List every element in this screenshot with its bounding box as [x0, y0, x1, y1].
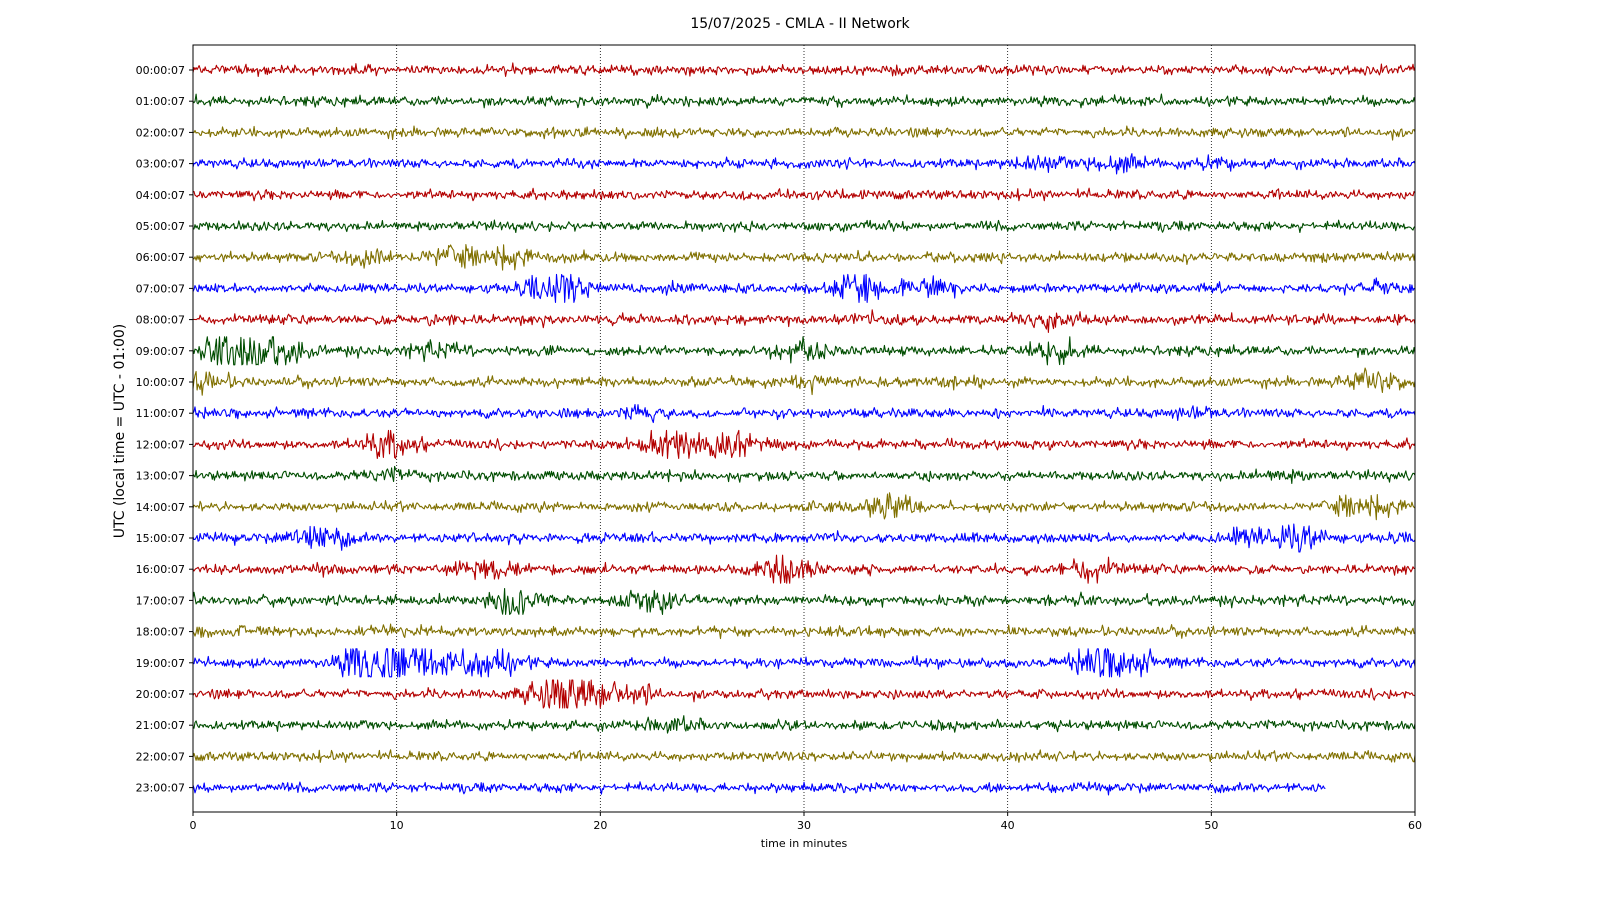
y-tick-label: 20:00:07: [136, 688, 185, 701]
trace-06-00-07: [192, 244, 1416, 271]
trace-20-00-07: [192, 679, 1416, 709]
y-tick-label: 22:00:07: [136, 750, 185, 763]
trace-04-00-07: [192, 187, 1416, 202]
y-tick-label: 01:00:07: [136, 95, 185, 108]
y-axis: 00:00:07 01:00:07 02:00:07 03:00:07 04:00:07…: [136, 64, 193, 795]
y-tick-label: 18:00:07: [136, 626, 185, 639]
x-tick-label: 60: [1408, 819, 1422, 832]
y-tick-label: 23:00:07: [136, 782, 185, 795]
y-tick-label: 09:00:07: [136, 345, 185, 358]
x-tick-label: 0: [190, 819, 197, 832]
trace-layer: [192, 62, 1416, 796]
trace-21-00-07: [192, 715, 1416, 734]
trace-19-00-07: [192, 648, 1416, 678]
chart-title: 15/07/2025 - CMLA - II Network: [690, 16, 910, 32]
trace-11-00-07: [192, 403, 1416, 424]
y-tick-label: 02:00:07: [136, 126, 185, 139]
trace-22-00-07: [192, 749, 1416, 763]
trace-01-00-07: [192, 93, 1416, 109]
trace-05-00-07: [192, 219, 1416, 234]
x-axis-label: time in minutes: [761, 837, 848, 850]
y-tick-label: 06:00:07: [136, 251, 185, 264]
x-axis: 0 10 20 30 40 50 60: [190, 812, 1422, 832]
y-tick-label: 12:00:07: [136, 438, 185, 451]
x-tick-label: 10: [390, 819, 404, 832]
trace-13-00-07: [192, 465, 1416, 485]
trace-09-00-07: [192, 336, 1416, 366]
y-tick-label: 15:00:07: [136, 532, 185, 545]
trace-10-00-07: [192, 367, 1416, 396]
trace-17-00-07: [192, 587, 1416, 615]
trace-12-00-07: [192, 429, 1416, 459]
x-tick-label: 30: [797, 819, 811, 832]
trace-02-00-07: [192, 125, 1416, 141]
y-tick-label: 19:00:07: [136, 657, 185, 670]
y-tick-label: 21:00:07: [136, 719, 185, 732]
y-tick-label: 08:00:07: [136, 314, 185, 327]
y-tick-label: 14:00:07: [136, 501, 185, 514]
y-tick-label: 05:00:07: [136, 220, 185, 233]
trace-14-00-07: [192, 492, 1416, 521]
y-tick-label: 03:00:07: [136, 158, 185, 171]
x-tick-label: 40: [1001, 819, 1015, 832]
y-tick-label: 17:00:07: [136, 594, 185, 607]
y-tick-label: 11:00:07: [136, 407, 185, 420]
trace-07-00-07: [192, 273, 1416, 303]
y-tick-label: 04:00:07: [136, 189, 185, 202]
trace-08-00-07: [192, 309, 1416, 333]
trace-18-00-07: [192, 623, 1416, 640]
trace-03-00-07: [192, 153, 1416, 175]
trace-16-00-07: [192, 554, 1416, 584]
x-tick-label: 20: [593, 819, 607, 832]
y-tick-label: 07:00:07: [136, 282, 185, 295]
y-axis-label: UTC (local time = UTC - 01:00): [112, 324, 128, 539]
y-tick-label: 16:00:07: [136, 563, 185, 576]
y-tick-label: 00:00:07: [136, 64, 185, 77]
y-tick-label: 10:00:07: [136, 376, 185, 389]
trace-00-00-07: [192, 62, 1416, 77]
trace-23-00-07: [192, 781, 1326, 796]
grid-layer: [396, 45, 1212, 812]
y-tick-label: 13:00:07: [136, 470, 185, 483]
x-tick-label: 50: [1204, 819, 1218, 832]
trace-15-00-07: [192, 523, 1416, 553]
